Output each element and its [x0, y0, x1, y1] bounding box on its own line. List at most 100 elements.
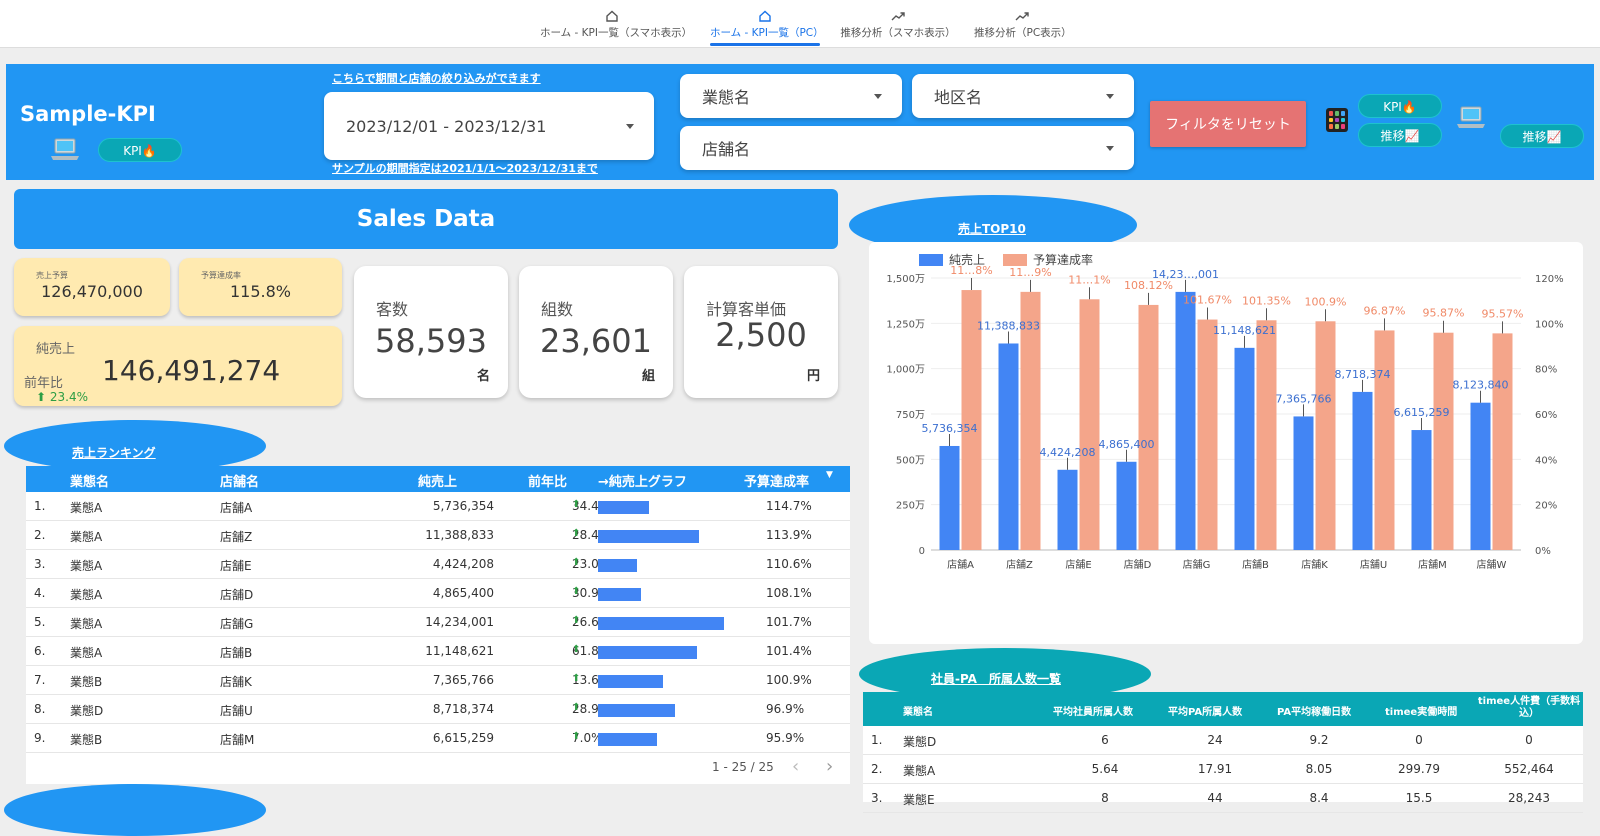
row-business: 業態A: [70, 646, 103, 660]
tab-trend-mobile[interactable]: 推移分析（スマホ表示）: [840, 8, 956, 44]
row-timee-hours: 299.79: [1398, 762, 1440, 776]
table-row[interactable]: 7. 業態B 店舗K 7,365,766 13.6% ⬆ 100.9%: [26, 666, 850, 695]
row-number: 6.: [34, 644, 46, 658]
date-range-value: 2023/12/01 - 2023/12/31: [346, 116, 547, 136]
table-row[interactable]: 9. 業態B 店舗M 6,615,259 7.0% ⬆ 95.9%: [26, 724, 850, 753]
col-timee-cost[interactable]: timee人件費（手数料込）: [1477, 696, 1581, 719]
legend-swatch-net-sales: [919, 254, 943, 266]
col-avg-pa[interactable]: 平均PA所属人数: [1168, 707, 1243, 718]
region-dropdown[interactable]: 地区名: [912, 74, 1134, 118]
table-row[interactable]: 1. 業態A 店舗A 5,736,354 34.4% ⬆ 114.7%: [26, 492, 850, 521]
business-type-dropdown[interactable]: 業態名: [680, 74, 902, 118]
row-number: 4.: [34, 586, 46, 600]
yoy-value-wrap: ⬆ 23.4%: [36, 390, 88, 404]
row-business: 業態A: [70, 588, 103, 602]
tab-home-kpi-mobile[interactable]: ホーム - KPI一覧（スマホ表示）: [540, 8, 692, 44]
row-net-sales: 11,388,833: [425, 528, 494, 542]
row-achievement: 96.9%: [766, 702, 805, 716]
reset-filter-button[interactable]: フィルタをリセット: [1150, 101, 1306, 147]
col-pa-days[interactable]: PA平均稼働日数: [1277, 707, 1352, 718]
col-timee-hours[interactable]: timee実働時間: [1385, 707, 1458, 718]
table-row[interactable]: 8. 業態D 店舗U 8,718,374 28.9% ⬆ 96.9%: [26, 695, 850, 724]
prev-page-icon[interactable]: ‹: [792, 756, 800, 777]
bar-net-sales: [1352, 391, 1373, 550]
bar-achievement: [1020, 291, 1041, 550]
col-yoy[interactable]: 前年比: [528, 475, 568, 490]
date-range-picker[interactable]: 2023/12/01 - 2023/12/31: [324, 92, 654, 160]
x-tick-label: 店舗B: [1242, 558, 1269, 571]
table-row[interactable]: 3. 業態A 店舗E 4,424,208 23.0% ⬆ 110.6%: [26, 550, 850, 579]
row-avg-employees: 5.64: [1091, 762, 1119, 776]
calculator-icon: [1326, 108, 1348, 132]
data-label-net-sales: 11,388,833: [977, 319, 1040, 332]
row-business: 業態B: [70, 733, 103, 747]
row-number: 2.: [34, 528, 46, 542]
col-avg-employees[interactable]: 平均社員所属人数: [1053, 707, 1133, 718]
up-arrow-icon: ⬆: [572, 586, 581, 597]
data-label-achievement: 101.35%: [1242, 294, 1291, 307]
bar-net-sales: [1470, 402, 1491, 550]
trend-mobile-button[interactable]: 推移📈: [1358, 123, 1442, 147]
row-sales-bar: [598, 733, 657, 746]
filter-hint-link[interactable]: こちらで期間と店舗の絞り込みができます: [332, 72, 541, 85]
row-achievement: 95.9%: [766, 731, 805, 745]
table-row[interactable]: 4. 業態A 店舗D 4,865,400 30.9% ⬆ 108.1%: [26, 579, 850, 608]
data-label-net-sales: 7,365,766: [1276, 392, 1332, 405]
region-placeholder: 地区名: [934, 88, 983, 107]
row-store: 店舗M: [220, 733, 255, 747]
data-label-achievement: 96.87%: [1364, 304, 1406, 317]
staff-table: 業態名 平均社員所属人数 平均PA所属人数 PA平均稼働日数 timee実働時間…: [863, 692, 1583, 813]
row-sales-bar: [598, 559, 637, 572]
row-net-sales: 7,365,766: [432, 673, 494, 687]
row-business: 業態A: [903, 764, 936, 778]
col-store[interactable]: 店舗名: [220, 475, 260, 490]
laptop-icon: [1457, 106, 1485, 128]
data-label-achievement: 100.9%: [1305, 295, 1347, 308]
ranking-title[interactable]: 売上ランキング: [72, 446, 156, 460]
col-business[interactable]: 業態名: [70, 475, 110, 490]
sort-desc-icon[interactable]: ▼: [826, 470, 833, 480]
row-sales-bar: [598, 501, 649, 514]
trend-pc-button[interactable]: 推移📈: [1500, 124, 1584, 148]
col-achievement[interactable]: 予算達成率: [744, 475, 810, 490]
table-row[interactable]: 5. 業態A 店舗G 14,234,001 26.6% ⬆ 101.7%: [26, 608, 850, 637]
row-achievement: 113.9%: [766, 528, 812, 542]
x-tick-label: 店舗W: [1477, 558, 1507, 571]
table-row[interactable]: 2. 業態A 5.64 17.91 8.05 299.79 552,464: [863, 755, 1583, 784]
col-net-sales[interactable]: 純売上: [418, 475, 458, 490]
data-label-achievement: 101.67%: [1183, 294, 1232, 307]
row-net-sales: 8,718,374: [432, 702, 494, 716]
achievement-card: 予算達成率 115.8%: [179, 258, 342, 316]
legend-achievement: 予算達成率: [1033, 252, 1093, 267]
next-page-icon[interactable]: ›: [826, 756, 834, 777]
row-sales-bar: [598, 675, 663, 688]
period-note-link[interactable]: サンプルの期間指定は2021/1/1〜2023/12/31まで: [332, 162, 598, 175]
header-bar: Sample-KPI KPI🔥 こちらで期間と店舗の絞り込みができます 2023…: [6, 64, 1594, 180]
row-business: 業態A: [70, 559, 103, 573]
table-row[interactable]: 1. 業態D 6 24 9.2 0 0: [863, 726, 1583, 755]
tab-home-kpi-pc[interactable]: ホーム - KPI一覧（PC）: [710, 8, 824, 46]
row-timee-cost: 28,243: [1508, 791, 1550, 805]
row-pa-days: 8.4: [1309, 791, 1329, 805]
bar-net-sales: [1411, 430, 1432, 550]
col-sales-graph[interactable]: →純売上グラフ: [598, 475, 687, 490]
col-staff-business[interactable]: 業態名: [903, 707, 933, 718]
tab-trend-pc[interactable]: 推移分析（PC表示）: [974, 8, 1072, 44]
row-net-sales: 11,148,621: [425, 644, 494, 658]
top10-title[interactable]: 売上TOP10: [958, 222, 1026, 236]
store-dropdown[interactable]: 店舗名: [680, 126, 1134, 170]
table-row[interactable]: 3. 業態E 8 44 8.4 15.5 28,243: [863, 784, 1583, 813]
row-net-sales: 4,865,400: [432, 586, 494, 600]
staff-title[interactable]: 社員-PA 所属人数一覧: [931, 672, 1061, 686]
trending-up-icon: [1015, 12, 1029, 21]
laptop-icon: [51, 138, 79, 160]
row-business: 業態D: [70, 704, 104, 718]
kpi-mobile-button[interactable]: KPI🔥: [1358, 94, 1442, 118]
row-sales-bar: [598, 646, 697, 659]
up-arrow-icon: ⬆: [572, 557, 581, 568]
table-row[interactable]: 6. 業態A 店舗B 11,148,621 61.8% ⬆ 101.4%: [26, 637, 850, 666]
kpi-button[interactable]: KPI🔥: [98, 138, 182, 162]
table-row[interactable]: 2. 業態A 店舗Z 11,388,833 28.4% ⬆ 113.9%: [26, 521, 850, 550]
achievement-label: 予算達成率: [201, 271, 241, 280]
row-net-sales: 14,234,001: [425, 615, 494, 629]
